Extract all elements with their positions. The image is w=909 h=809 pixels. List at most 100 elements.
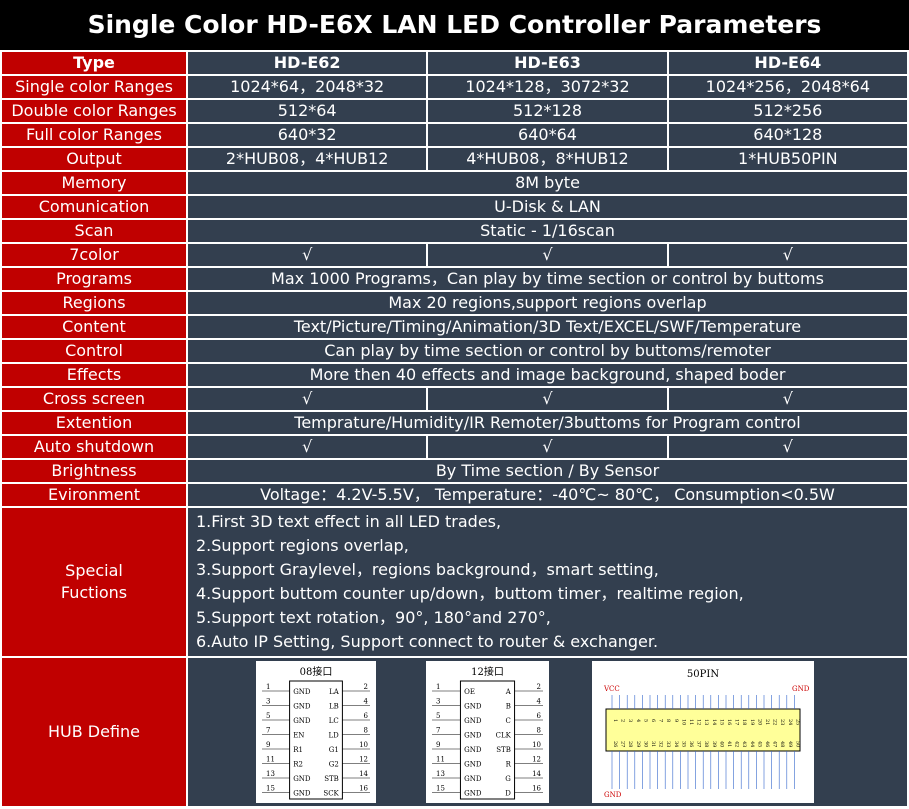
pin-number: 18 bbox=[741, 719, 747, 725]
pin-number: 33 bbox=[665, 741, 671, 747]
spec-table: Type HD-E62 HD-E63 HD-E64 Single color Range… bbox=[0, 50, 909, 808]
pin-number: 12 bbox=[696, 719, 702, 725]
pin-number: 50 bbox=[794, 741, 800, 747]
pin-label: GND bbox=[464, 732, 482, 740]
row-label: Double color Ranges bbox=[2, 100, 186, 122]
pin-number: 14 bbox=[711, 719, 717, 725]
table-row: HUB Define 08接口 1 GND LA 2 3 GND LB 4 5 GND LC 6 7 EN LD… bbox=[2, 658, 907, 806]
pin-number: 22 bbox=[772, 719, 778, 725]
pin-number: 35 bbox=[680, 741, 686, 747]
row-label: HUB Define bbox=[2, 658, 186, 806]
pin-number: 23 bbox=[779, 719, 785, 725]
table-row: Content Text/Picture/Timing/Animation/3D … bbox=[2, 316, 907, 338]
pin-label: LA bbox=[329, 688, 340, 696]
feature-item: 1.First 3D text effect in all LED trades… bbox=[196, 512, 502, 531]
row-label: Full color Ranges bbox=[2, 124, 186, 146]
pin-number: 5 bbox=[436, 712, 440, 720]
pin-number: 7 bbox=[266, 727, 270, 735]
pin-number: 1 bbox=[436, 683, 440, 691]
pin-number: 41 bbox=[726, 741, 732, 747]
pin-label: GND bbox=[464, 775, 482, 783]
pin-number: 11 bbox=[266, 756, 275, 764]
pin-number: 14 bbox=[532, 770, 541, 778]
pin-number: 28 bbox=[627, 741, 633, 747]
feature-item: 4.Support buttom counter up/down，buttom … bbox=[196, 584, 744, 603]
cell: √ bbox=[668, 244, 907, 266]
row-label: Content bbox=[2, 316, 186, 338]
pin-number: 16 bbox=[359, 785, 368, 793]
pin-label: C bbox=[506, 717, 511, 725]
pin-number: 37 bbox=[696, 741, 702, 747]
pin-number: 47 bbox=[772, 741, 778, 747]
pin-number: 10 bbox=[359, 741, 368, 749]
cell: 2*HUB08，4*HUB12 bbox=[188, 148, 427, 170]
pin-label: G1 bbox=[329, 746, 339, 754]
pin-number: 16 bbox=[726, 719, 732, 725]
pin-number: 3 bbox=[266, 698, 270, 706]
cell: Max 1000 Programs，Can play by time secti… bbox=[188, 268, 907, 290]
cell: 1024*64，2048*32 bbox=[188, 76, 427, 98]
pin-number: 44 bbox=[749, 741, 755, 747]
diagram-title: 12接口 bbox=[471, 665, 504, 678]
pin-label: SCK bbox=[323, 790, 339, 798]
pin-number: 8 bbox=[364, 727, 368, 735]
label-line: Fuctions bbox=[60, 583, 128, 602]
pin-label: GND bbox=[464, 761, 482, 769]
table-row: Single color Ranges 1024*64，2048*32 1024*1… bbox=[2, 76, 907, 98]
pin-label: GND bbox=[293, 688, 311, 696]
pin-number: 15 bbox=[718, 719, 724, 725]
row-label: Programs bbox=[2, 268, 186, 290]
pin-number: 27 bbox=[620, 741, 626, 747]
pin-label: STB bbox=[496, 746, 511, 754]
table-row: Output 2*HUB08，4*HUB12 4*HUB08，8*HUB12 1*HU… bbox=[2, 148, 907, 170]
pin-number: 13 bbox=[436, 770, 445, 778]
pin-number: 13 bbox=[703, 719, 709, 725]
pin-number: 15 bbox=[266, 785, 275, 793]
cell: √ bbox=[188, 388, 427, 410]
pin-number: 40 bbox=[718, 741, 724, 747]
pin-number: 42 bbox=[734, 741, 740, 747]
connector-diagram: 12接口 1 OE A 2 3 GND B 4 5 GND C 6 7 GND CLK 8 9 GND STB 10 11… bbox=[426, 661, 549, 803]
cell: √ bbox=[428, 436, 667, 458]
pin-label: GND bbox=[464, 746, 482, 754]
row-label: Control bbox=[2, 340, 186, 362]
pin-number: 12 bbox=[532, 756, 541, 764]
power-label: GND bbox=[792, 685, 810, 693]
pin-number: 7 bbox=[658, 719, 664, 722]
table-row: Regions Max 20 regions,support regions ov… bbox=[2, 292, 907, 314]
pin-number: 16 bbox=[532, 785, 541, 793]
row-label: Extention bbox=[2, 412, 186, 434]
row-label: Brightness bbox=[2, 460, 186, 482]
table-row: Brightness By Time section / By Sensor bbox=[2, 460, 907, 482]
table-row: Control Can play by time section or contr… bbox=[2, 340, 907, 362]
pin-number: 3 bbox=[627, 719, 633, 722]
row-label: Output bbox=[2, 148, 186, 170]
pin-label: A bbox=[505, 688, 512, 696]
pin-label: R bbox=[506, 761, 512, 769]
pin-number: 4 bbox=[537, 698, 542, 706]
pin-label: LD bbox=[329, 732, 340, 740]
title: Single Color HD-E6X LAN LED Controller P… bbox=[0, 0, 909, 50]
cell: √ bbox=[668, 436, 907, 458]
pin-number: 6 bbox=[650, 719, 656, 722]
pin-label: GND bbox=[464, 717, 482, 725]
pin-number: 1 bbox=[266, 683, 270, 691]
cell: HD-E62 bbox=[188, 52, 427, 74]
table-row: 7color √ √ √ bbox=[2, 244, 907, 266]
pin-label: GND bbox=[464, 703, 482, 711]
pin-number: 15 bbox=[436, 785, 445, 793]
cell: 512*64 bbox=[188, 100, 427, 122]
cell: Voltage：4.2V-5.5V， Temperature：-40℃~ 80℃… bbox=[188, 484, 907, 506]
pin-number: 21 bbox=[764, 719, 770, 725]
pin-number: 34 bbox=[673, 741, 679, 747]
pin-number: 48 bbox=[779, 741, 785, 747]
cell: 640*64 bbox=[428, 124, 667, 146]
row-label: Comunication bbox=[2, 196, 186, 218]
pin-number: 2 bbox=[620, 719, 626, 722]
cell: 1*HUB50PIN bbox=[668, 148, 907, 170]
pin-number: 17 bbox=[734, 719, 740, 725]
table-row: Auto shutdown √ √ √ bbox=[2, 436, 907, 458]
cell: By Time section / By Sensor bbox=[188, 460, 907, 482]
cell: √ bbox=[188, 436, 427, 458]
